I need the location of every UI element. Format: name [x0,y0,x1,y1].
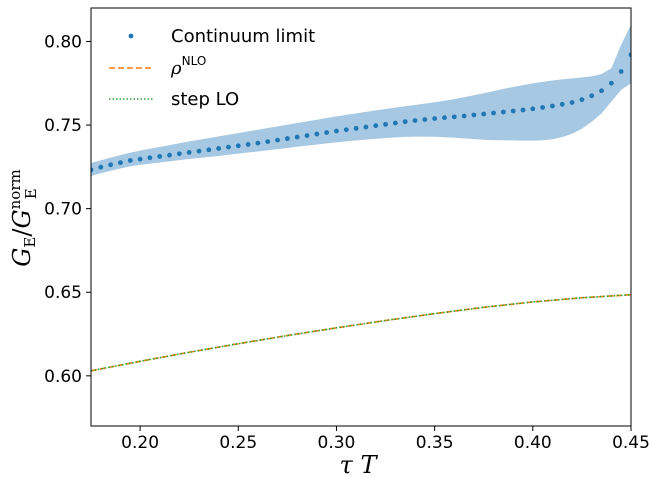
data-point [432,116,438,121]
data-point [226,144,231,150]
data-point [284,136,290,141]
data-point [186,150,192,155]
data-point [167,152,172,158]
series-line [91,293,631,372]
data-point [442,115,447,121]
legend-entry-label: ρNLO [170,54,206,79]
data-point [314,131,320,137]
data-point [196,148,202,154]
confidence-band [91,24,631,177]
axes-ticks: 0.20 0.25 0.30 0.35 0.40 0.45 0.60 0.65 0.70 0.75… [44,32,650,453]
data-point [530,106,536,112]
data-point [500,109,506,115]
data-point [235,143,241,149]
data-point [206,147,212,153]
data-point [520,107,526,113]
data-point [118,160,123,166]
y-axis-label: GE/GnormE [6,169,40,266]
plot-area [91,24,631,372]
y-axis-label-over: G [8,209,36,228]
data-point [147,155,153,161]
legend-entry-sup: NLO [182,54,207,68]
legend-entry-symbol: ρ [170,58,182,79]
data-point [451,114,457,120]
data-point [481,111,487,117]
y-tick-label: 0.80 [44,32,82,52]
data-point [540,105,546,110]
data-point [402,119,408,125]
data-point [559,101,565,107]
data-point [599,88,604,94]
data-point [618,69,624,74]
legend-marker [128,33,134,39]
data-point [579,97,585,103]
data-point [245,142,251,147]
data-point [98,164,104,170]
data-point [373,123,379,129]
legend-entry-label: Continuum limit [171,26,315,47]
data-point [550,103,555,109]
x-axis-label: τ T [340,451,379,477]
data-point [157,154,163,159]
y-axis-label-main: G [8,248,36,267]
data-point [255,140,261,146]
series-line [91,293,631,372]
x-tick-label: 0.45 [612,433,650,453]
data-point [324,130,330,135]
legend-entry-label: step LO [171,89,239,110]
data-point [589,93,595,99]
data-point [343,127,349,133]
data-point [412,118,418,123]
x-tick-label: 0.40 [514,433,552,453]
data-point [334,128,339,134]
data-point [137,156,143,162]
data-point [353,125,359,131]
data-point [294,134,300,140]
x-tick-label: 0.30 [318,433,356,453]
data-point [363,124,369,130]
data-point [91,167,94,173]
data-point [392,120,398,126]
legend: Continuum limit ρNLO step LO [109,26,315,110]
data-point [510,108,516,114]
data-point [127,158,133,163]
plot-frame [90,7,632,427]
data-point [422,117,428,122]
data-point [569,100,575,105]
data-point [216,146,222,151]
x-tick-label: 0.25 [219,433,257,453]
data-point [176,151,182,157]
y-tick-label: 0.70 [44,200,82,220]
y-axis-label-over-sup: norm [6,169,24,209]
data-point [461,113,467,119]
x-tick-label: 0.20 [121,433,159,453]
y-tick-label: 0.65 [44,283,82,303]
y-tick-label: 0.75 [44,116,82,136]
y-axis-label-main-sub: E [21,237,39,248]
y-axis-label-slash: / [8,228,36,237]
x-tick-label: 0.35 [416,433,454,453]
data-point [275,137,280,143]
y-tick-label: 0.60 [44,367,82,387]
data-point [108,162,114,168]
data-point [304,133,310,138]
data-point [628,52,631,58]
y-axis-label-over-sub: E [22,188,40,199]
data-point [383,121,388,127]
data-point [608,80,614,86]
data-point [471,112,477,118]
data-point [265,139,271,144]
data-point [491,110,496,116]
plot-content [91,24,631,372]
